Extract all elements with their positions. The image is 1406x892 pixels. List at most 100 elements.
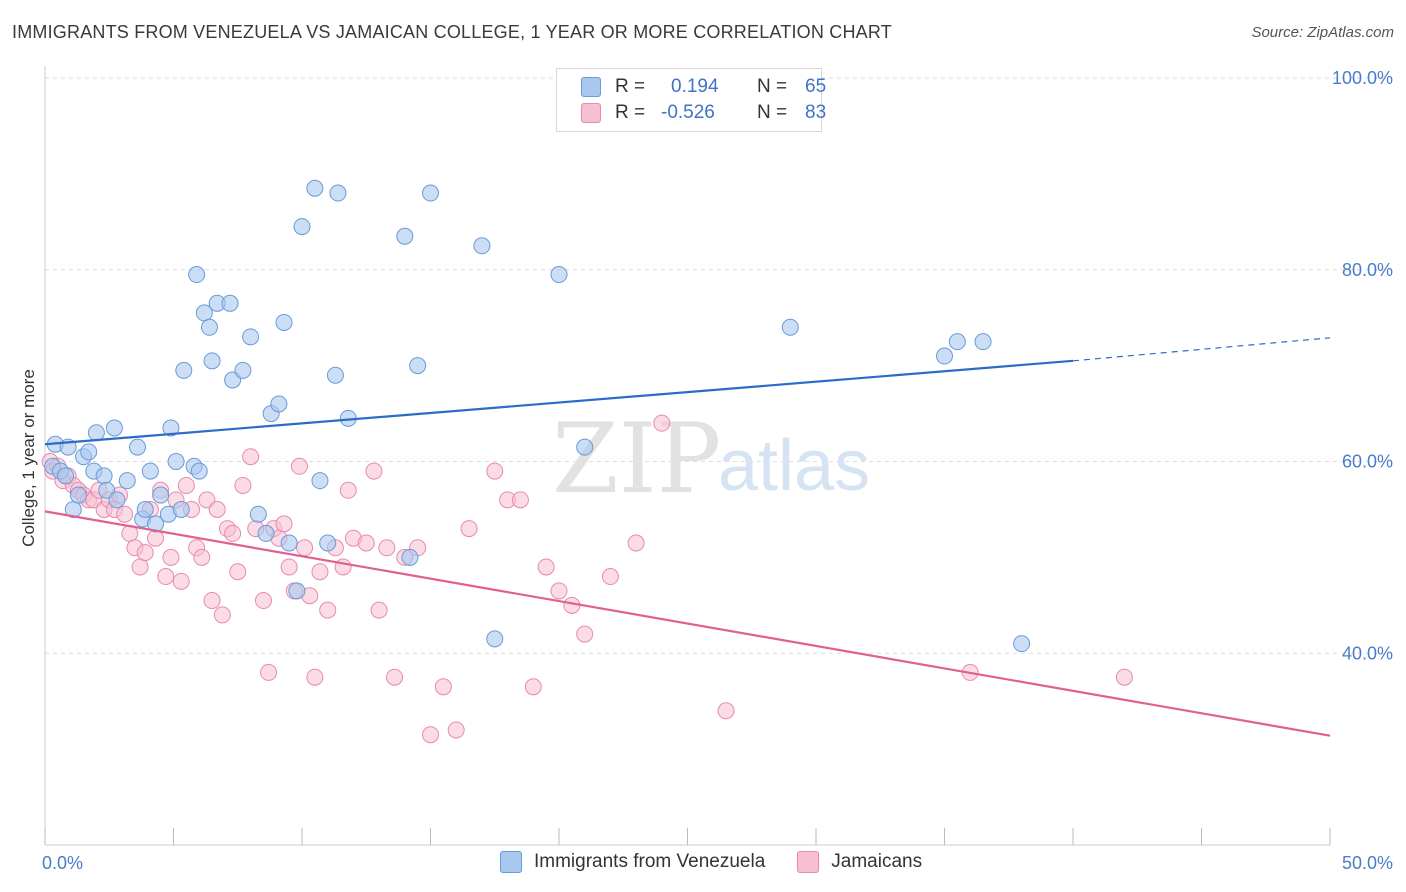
legend-r-value: 0.194 <box>671 76 719 97</box>
data-point-venezuela <box>190 462 208 480</box>
data-point-venezuela <box>306 179 324 197</box>
legend-n-value: 83 <box>805 102 827 123</box>
x-tick-label: 50.0% <box>1342 853 1393 873</box>
trendline-jamaicans <box>44 510 1331 737</box>
source-credit: Source: ZipAtlas.com <box>1251 24 1394 41</box>
series-legend: Immigrants from Venezuela Jamaicans <box>500 851 954 873</box>
data-point-jamaicans <box>386 668 404 686</box>
data-point-venezuela <box>275 313 293 331</box>
data-point-jamaicans <box>434 678 452 696</box>
data-point-venezuela <box>974 333 992 351</box>
legend-row-venezuela: R = 0.194 N = 65 <box>581 75 826 99</box>
data-point-jamaicans <box>601 568 619 586</box>
data-point-jamaicans <box>296 539 314 557</box>
data-point-jamaicans <box>280 558 298 576</box>
data-point-jamaicans <box>242 448 260 466</box>
data-point-venezuela <box>1013 635 1031 653</box>
data-point-jamaicans <box>177 476 195 494</box>
data-point-jamaicans <box>229 563 247 581</box>
data-point-venezuela <box>550 266 568 284</box>
data-point-jamaicans <box>203 592 221 610</box>
data-point-venezuela <box>147 515 165 533</box>
data-point-jamaicans <box>486 462 504 480</box>
legend-n-label: N = <box>757 76 788 97</box>
data-point-jamaicans <box>162 548 180 566</box>
legend-r-label: R = <box>615 76 646 97</box>
legend-swatch-blue <box>581 77 601 97</box>
legend-item-venezuela[interactable]: Immigrants from Venezuela <box>500 851 765 873</box>
trendlines <box>44 337 1331 737</box>
data-point-jamaicans <box>306 668 324 686</box>
data-point-jamaicans <box>717 702 735 720</box>
data-point-jamaicans <box>537 558 555 576</box>
data-point-jamaicans <box>357 534 375 552</box>
data-point-venezuela <box>257 524 275 542</box>
data-point-venezuela <box>249 505 267 523</box>
data-point-jamaicans <box>116 505 134 523</box>
data-point-venezuela <box>87 424 105 442</box>
data-point-venezuela <box>293 218 311 236</box>
data-point-jamaicans <box>131 558 149 576</box>
data-point-jamaicans <box>136 544 154 562</box>
legend-n-label: N = <box>757 102 788 123</box>
data-point-jamaicans <box>460 520 478 538</box>
data-point-venezuela <box>936 347 953 365</box>
data-point-venezuela <box>422 184 439 202</box>
stats-legend: R = 0.194 N = 65 R = -0.526 N = 83 <box>556 68 826 132</box>
data-point-jamaicans <box>550 582 568 600</box>
legend-label-venezuela: Immigrants from Venezuela <box>534 851 766 872</box>
data-point-venezuela <box>781 318 799 336</box>
data-point-jamaicans <box>224 524 242 542</box>
data-point-venezuela <box>200 318 218 336</box>
y-tick-label: 40.0% <box>1342 643 1393 663</box>
data-point-jamaicans <box>422 726 439 744</box>
data-point-jamaicans <box>157 568 175 586</box>
tick-labels: 40.0% 60.0% 80.0% 100.0% 0.0% 50.0% <box>42 68 1393 873</box>
legend-item-jamaicans[interactable]: Jamaicans <box>797 851 922 873</box>
data-point-venezuela <box>141 462 159 480</box>
grid <box>45 77 1392 654</box>
data-point-venezuela <box>326 366 344 384</box>
data-point-venezuela <box>108 491 126 509</box>
data-point-jamaicans <box>193 548 211 566</box>
data-point-venezuela <box>203 352 221 370</box>
data-point-venezuela <box>486 630 504 648</box>
data-point-venezuela <box>409 357 427 375</box>
y-tick-label: 100.0% <box>1332 68 1393 88</box>
watermark-atlas: atlas <box>718 426 870 506</box>
data-point-jamaicans <box>653 414 671 432</box>
data-point-jamaicans <box>370 601 388 619</box>
data-point-venezuela <box>234 361 252 379</box>
data-point-jamaicans <box>290 457 308 475</box>
data-point-jamaicans <box>576 625 594 643</box>
y-tick-label: 80.0% <box>1342 260 1393 280</box>
data-point-jamaicans <box>319 601 337 619</box>
legend-n-value: 65 <box>805 76 827 97</box>
data-point-venezuela <box>129 438 147 456</box>
data-point-venezuela <box>57 467 75 485</box>
data-point-venezuela <box>118 472 136 490</box>
legend-label-jamaicans: Jamaicans <box>831 851 923 872</box>
data-point-jamaicans <box>511 491 529 509</box>
data-point-venezuela <box>576 438 594 456</box>
data-point-jamaicans <box>378 539 396 557</box>
legend-r-value: -0.526 <box>661 102 715 123</box>
data-point-venezuela <box>221 294 239 312</box>
y-axis-title: College, 1 year or more <box>19 369 38 547</box>
data-point-jamaicans <box>311 563 329 581</box>
data-point-venezuela <box>242 328 260 346</box>
data-point-venezuela <box>105 419 123 437</box>
data-point-venezuela <box>319 534 337 552</box>
data-point-jamaicans <box>260 663 278 681</box>
data-point-jamaicans <box>254 592 272 610</box>
data-point-venezuela <box>175 361 193 379</box>
data-point-venezuela <box>280 534 298 552</box>
chart-title: IMMIGRANTS FROM VENEZUELA VS JAMAICAN CO… <box>12 22 892 42</box>
legend-swatch-blue <box>500 851 522 873</box>
watermark: ZIP atlas <box>552 403 870 515</box>
data-point-venezuela <box>172 500 190 518</box>
data-point-jamaicans <box>213 606 231 624</box>
data-point-jamaicans <box>627 534 645 552</box>
data-point-venezuela <box>948 333 966 351</box>
